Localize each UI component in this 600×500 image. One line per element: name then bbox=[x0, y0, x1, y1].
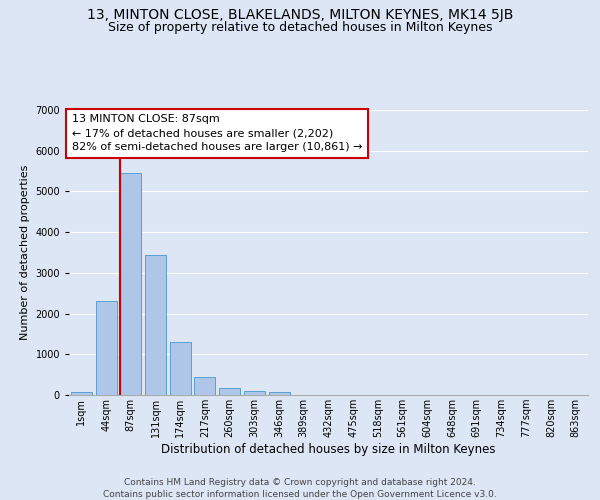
Bar bbox=[219, 388, 240, 395]
Bar bbox=[145, 256, 166, 395]
Bar bbox=[194, 376, 215, 395]
Bar bbox=[170, 342, 191, 395]
Text: Contains HM Land Registry data © Crown copyright and database right 2024.
Contai: Contains HM Land Registry data © Crown c… bbox=[103, 478, 497, 499]
Bar bbox=[120, 173, 141, 395]
Text: 13 MINTON CLOSE: 87sqm
← 17% of detached houses are smaller (2,202)
82% of semi-: 13 MINTON CLOSE: 87sqm ← 17% of detached… bbox=[71, 114, 362, 152]
Y-axis label: Number of detached properties: Number of detached properties bbox=[20, 165, 30, 340]
Text: 13, MINTON CLOSE, BLAKELANDS, MILTON KEYNES, MK14 5JB: 13, MINTON CLOSE, BLAKELANDS, MILTON KEY… bbox=[87, 8, 513, 22]
X-axis label: Distribution of detached houses by size in Milton Keynes: Distribution of detached houses by size … bbox=[161, 443, 496, 456]
Bar bbox=[269, 392, 290, 395]
Bar bbox=[95, 302, 116, 395]
Bar bbox=[71, 392, 92, 395]
Bar bbox=[244, 390, 265, 395]
Text: Size of property relative to detached houses in Milton Keynes: Size of property relative to detached ho… bbox=[108, 21, 492, 34]
